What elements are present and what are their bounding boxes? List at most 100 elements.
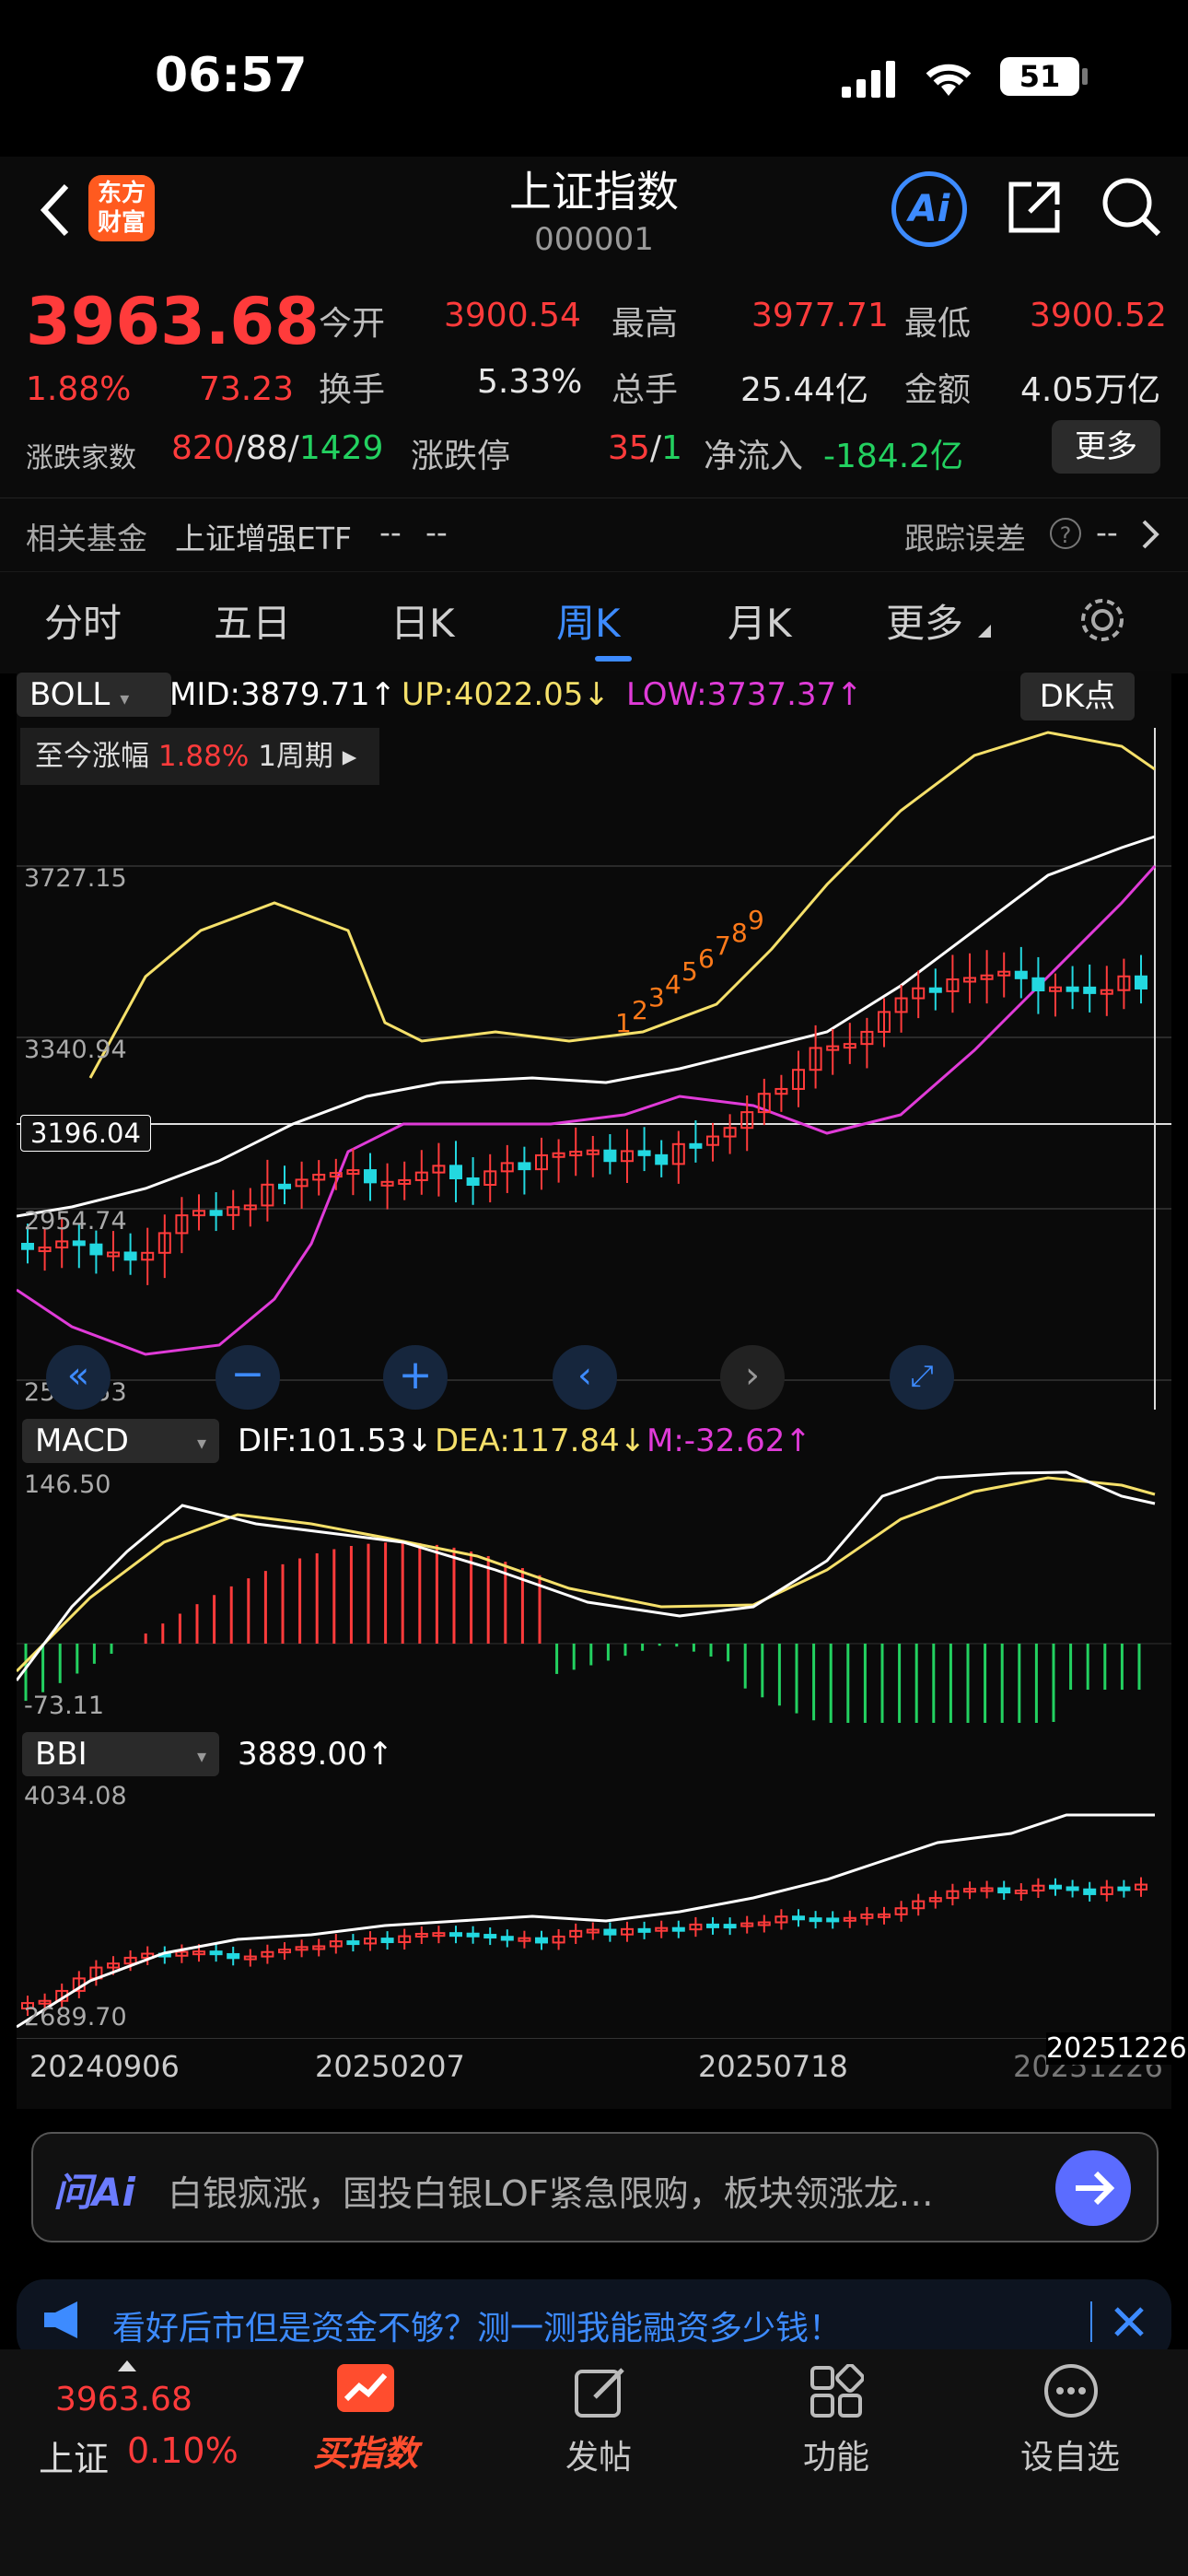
watchlist-label[interactable]: 设自选 [1019,2439,1120,2476]
candle-body [141,1251,155,1261]
ask-ai-text: 白银疯涨，国投白银LOF紧急限购，板块领涨龙… [168,2173,934,2214]
track-error-label: 跟踪误差 [904,521,1026,556]
candle-body [449,1165,462,1179]
function-grid-icon[interactable] [809,2363,865,2423]
candle-body [209,1210,223,1216]
ai-button[interactable]: Ai [891,171,967,247]
search-icon[interactable] [1100,175,1164,243]
tab-weekly-k[interactable]: 周K [556,601,621,646]
bbi-candle-body [123,1956,137,1965]
macd-dif: DIF:101.53↓ [238,1423,434,1459]
netflow-value: -184.2亿 [823,438,964,475]
boll-selector[interactable]: BOLL ▾ [17,673,171,717]
period-tabs [0,571,1188,673]
candle-body [38,1247,52,1253]
wifi-icon [921,55,976,101]
index-mini-name[interactable]: 上证 [39,2439,110,2479]
candle-body [1117,975,1131,991]
tab-five-day[interactable]: 五日 [214,601,292,646]
bbi-candle-body [740,1922,754,1927]
signal-icon [840,59,897,103]
candle-body [723,1127,737,1138]
bbi-chart[interactable] [17,1778,1171,2040]
boll-mid: MID:3879.71↑ [169,676,397,713]
bbi-candle-body [569,1929,583,1938]
bbi-candle-body [192,1950,205,1956]
back-icon[interactable] [37,182,74,241]
zoom-out-button[interactable]: − [215,1345,280,1410]
candle-body [500,1162,514,1173]
function-label[interactable]: 功能 [802,2439,869,2476]
bbi-candle-body [1014,1890,1028,1895]
date-label-2: 20250207 [315,2049,465,2084]
arrow-right-icon[interactable] [1055,2150,1131,2226]
boll-mid-line [17,835,1156,1218]
candle-body [928,987,942,993]
promo-banner[interactable] [17,2279,1171,2362]
scroll-left-button[interactable]: ‹ [553,1345,617,1410]
bbi-candle-body [809,1917,822,1923]
battery-icon: 51 [1000,57,1079,96]
dk-point-button[interactable]: DK点 [1020,673,1135,720]
more-button-label: 更多 [1075,428,1137,465]
bbi-candle-body [928,1897,942,1903]
nine-turn-label: 7 [715,931,731,961]
scroll-left-fast-button[interactable]: « [46,1345,111,1410]
watchlist-icon[interactable] [1042,2362,1100,2423]
tab-daily-k[interactable]: 日K [390,601,455,646]
candle-body [775,1087,788,1095]
candle-body [107,1251,120,1258]
ask-ai-bar[interactable] [31,2132,1159,2242]
bbi-top-tick: 4034.08 [24,1782,127,1810]
more-button[interactable]: 更多 [1052,420,1160,474]
zoom-in-button[interactable]: + [383,1345,448,1410]
low-value: 3900.52 [1030,297,1167,334]
bbi-candle-body [535,1937,548,1944]
settings-gear-icon[interactable] [1077,595,1127,649]
high-value: 3977.71 [751,297,889,334]
bbi-candle-body [1083,1888,1097,1895]
nine-turn-label: 1 [615,1008,632,1038]
bbi-candle-body [552,1935,565,1944]
bbi-selector[interactable]: BBI ▾ [22,1732,219,1776]
candle-body [689,1142,703,1149]
fullscreen-button[interactable]: ⤢ [890,1345,954,1410]
bbi-candle-body [312,1945,326,1950]
bbi-candle-body [1031,1884,1045,1892]
tab-monthly-k[interactable]: 月K [728,601,792,646]
low-label: 最低 [904,305,972,343]
candle-body [1066,986,1079,992]
post-icon[interactable] [573,2364,628,2423]
bbi-candle-body [278,1949,291,1954]
index-mini-price[interactable]: 3963.68 [55,2381,192,2418]
candle-body [671,1142,685,1165]
macd-selector[interactable]: MACD ▾ [22,1419,219,1463]
price-tick-1: 3727.15 [24,864,127,893]
volume-value: 25.44亿 [740,371,869,409]
related-fund-row[interactable] [0,498,1188,572]
candle-body [414,1171,428,1181]
bbi-candle-body [826,1917,840,1923]
bbi-candle-body [483,1934,497,1939]
buy-index-icon[interactable] [337,2364,394,2412]
macd-chart[interactable] [17,1469,1171,1723]
chevron-right-icon[interactable] [1140,518,1162,555]
price-tick-3: 2954.74 [24,1207,127,1235]
scroll-right-button[interactable]: › [720,1345,785,1410]
close-icon[interactable] [1111,2303,1147,2344]
bbi-candle-body [1135,1883,1147,1891]
amount-label: 金额 [904,371,972,409]
tab-intraday[interactable]: 分时 [44,601,122,646]
post-label[interactable]: 发帖 [565,2439,632,2476]
tab-more[interactable]: 更多 [886,601,964,646]
since-label: 至今涨幅 [35,740,149,773]
candle-body [1031,977,1045,992]
candle-body [946,978,960,992]
turnover-label: 换手 [319,371,386,409]
help-icon[interactable]: ? [1050,518,1081,549]
index-mini-pct[interactable]: 0.10% [127,2430,239,2471]
share-icon[interactable] [1004,177,1065,241]
buy-index-label[interactable]: 买指数 [313,2433,419,2474]
since-change-box[interactable]: 至今涨幅 1.88% 1周期 ▸ [20,728,379,785]
